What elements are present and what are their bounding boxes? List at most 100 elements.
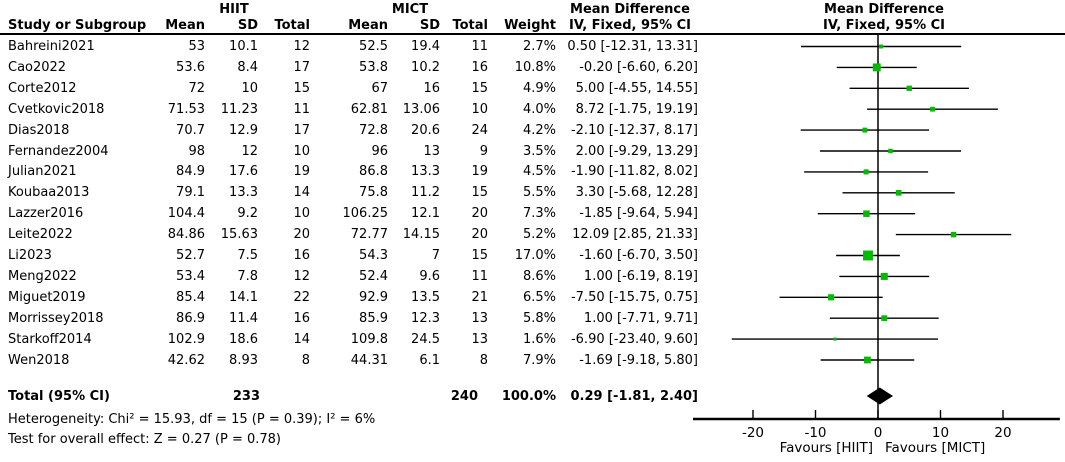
weight-cell: 8.6% [522, 268, 556, 284]
study-name-cell: Miguet2019 [8, 289, 86, 305]
mict-sd-header: SD [419, 18, 440, 33]
mict-total-cell: 9 [479, 143, 488, 159]
hiit-mean-cell: 86.9 [176, 310, 205, 326]
md-ci-column-header: IV, Fixed, 95% CI [568, 18, 691, 33]
study-name-cell: Dias2018 [8, 122, 70, 138]
weight-cell: 5.2% [522, 227, 556, 243]
table-row: Julian2021 84.9 17.6 19 86.8 13.3 19 4.5% -1.90 … [0, 161, 1065, 182]
mict-sd-cell: 13.5 [411, 289, 440, 305]
mict-sd-cell: 20.6 [411, 122, 440, 138]
mict-sd-cell: 13.3 [411, 164, 440, 180]
effect-marker [881, 315, 888, 322]
total-label: Total (95% CI) [8, 389, 110, 404]
hiit-total-cell: 16 [293, 248, 310, 263]
table-row: Meng2022 53.4 7.8 12 52.4 9.6 11 8.6% 1.00 [-6.1… [0, 266, 1065, 287]
group-header-hiit: HIIT [219, 2, 249, 17]
hiit-total-cell: 17 [293, 122, 310, 138]
mict-mean-cell: 85.9 [359, 310, 388, 326]
table-row: Koubaa2013 79.1 13.3 14 75.8 11.2 15 5.5% 3.30 [… [0, 182, 1065, 203]
study-name-cell: Li2023 [8, 248, 52, 263]
effect-marker [930, 106, 935, 112]
hiit-total-cell: 15 [293, 80, 310, 96]
mict-total-cell: 8 [479, 352, 488, 368]
study-name-cell: Morrissey2018 [8, 310, 104, 326]
hiit-mean-cell: 85.4 [176, 289, 205, 305]
effect-marker [862, 127, 868, 133]
hiit-sd-cell: 13.3 [229, 185, 258, 201]
hiit-sd-cell: 7.8 [237, 268, 258, 284]
weight-cell: 1.6% [522, 331, 556, 347]
mict-sd-cell: 10.2 [411, 59, 440, 75]
md-ci-cell: 2.00 [-9.29, 13.29] [575, 143, 698, 159]
mict-total-cell: 24 [471, 122, 488, 138]
md-plot-title: Mean Difference [824, 2, 944, 17]
effect-marker [950, 231, 957, 238]
study-column-header: Study or Subgroup [8, 18, 147, 33]
md-ci-cell: -1.90 [-11.82, 8.02] [570, 164, 698, 180]
table-row: Fernandez2004 98 12 10 96 13 9 3.5% 2.00 [-9.29,… [0, 141, 1065, 162]
header-divider [0, 33, 1065, 35]
study-name-cell: Cvetkovic2018 [8, 101, 105, 117]
weight-cell: 2.7% [522, 39, 556, 54]
mict-sd-cell: 19.4 [411, 39, 440, 54]
hiit-sd-cell: 7.5 [237, 248, 258, 263]
md-ci-cell: 5.00 [-4.55, 14.55] [575, 80, 698, 96]
md-ci-cell: -6.90 [-23.40, 9.60] [570, 331, 698, 347]
hiit-total-cell: 20 [293, 227, 310, 243]
study-name-cell: Fernandez2004 [8, 143, 109, 159]
md-ci-cell: -7.50 [-15.75, 0.75] [570, 289, 698, 305]
heterogeneity-text: Heterogeneity: Chi² = 15.93, df = 15 (P … [8, 412, 376, 427]
mict-sd-cell: 11.2 [411, 185, 440, 201]
weight-cell: 10.8% [514, 59, 556, 75]
mict-total-cell: 15 [471, 248, 488, 263]
mict-sd-cell: 13.06 [402, 101, 440, 117]
mict-sd-cell: 16 [423, 80, 440, 96]
total-hiit-n: 233 [232, 389, 260, 404]
overall-effect-text: Test for overall effect: Z = 0.27 (P = 0… [8, 432, 281, 447]
weight-cell: 7.3% [522, 206, 556, 222]
tick-label: 0 [874, 425, 883, 441]
mict-mean-cell: 67 [371, 80, 388, 96]
mict-total-cell: 13 [471, 331, 488, 347]
hiit-mean-cell: 104.4 [167, 206, 205, 222]
md-ci-cell: -0.20 [-6.60, 6.20] [579, 59, 698, 75]
mict-total-header: Total [452, 18, 488, 33]
hiit-sd-cell: 15.63 [220, 227, 258, 243]
table-row: Starkoff2014 102.9 18.6 14 109.8 24.5 13 1.6% -6… [0, 329, 1065, 350]
mict-sd-cell: 12.3 [411, 310, 440, 326]
study-name-cell: Koubaa2013 [8, 185, 90, 201]
hiit-sd-header: SD [237, 18, 258, 33]
table-row: Li2023 52.7 7.5 16 54.3 7 15 17.0% -1.60 [-6.70,… [0, 245, 1065, 266]
favours-hiit-label: Favours [HIIT] [780, 440, 873, 456]
md-ci-plot-header: IV, Fixed, 95% CI [822, 18, 945, 33]
hiit-total-cell: 11 [293, 101, 310, 117]
favours-mict-label: Favours [MICT] [885, 440, 985, 456]
hiit-sd-cell: 11.23 [220, 101, 258, 117]
weight-cell: 4.0% [522, 101, 556, 117]
md-ci-cell: 8.72 [-1.75, 19.19] [575, 101, 698, 117]
mict-sd-cell: 12.1 [411, 206, 440, 222]
tick-label: 10 [932, 425, 949, 441]
effect-marker [879, 44, 884, 49]
hiit-sd-cell: 10 [241, 80, 258, 96]
mict-total-cell: 15 [471, 185, 488, 201]
effect-marker [863, 210, 870, 217]
tick-label: -20 [742, 425, 764, 441]
study-name-cell: Corte2012 [8, 80, 77, 96]
hiit-total-cell: 10 [293, 206, 310, 222]
mict-total-cell: 19 [471, 164, 488, 180]
md-ci-cell: 1.00 [-7.71, 9.71] [583, 310, 698, 326]
total-ci: 0.29 [-1.81, 2.40] [570, 389, 699, 404]
study-name-cell: Bahreini2021 [8, 39, 95, 54]
weight-cell: 6.5% [522, 289, 556, 305]
hiit-total-cell: 19 [293, 164, 310, 180]
mict-sd-cell: 7 [431, 248, 440, 263]
hiit-total-header: Total [274, 18, 310, 33]
total-weight: 100.0% [501, 389, 556, 404]
mict-total-cell: 11 [471, 39, 488, 54]
mict-mean-cell: 62.81 [350, 101, 388, 117]
mict-mean-cell: 96 [371, 143, 388, 159]
weight-column-header: Weight [504, 18, 556, 33]
